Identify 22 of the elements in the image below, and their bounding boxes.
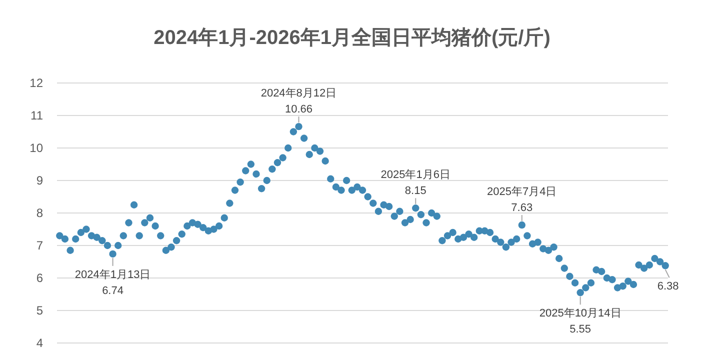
annotation: 6.38	[657, 269, 679, 293]
y-tick-label: 8	[36, 206, 44, 220]
y-tick-label: 10	[30, 141, 44, 155]
annotation: 2024年8月12日 10.66	[260, 88, 337, 116]
y-tick-label: 4	[36, 336, 44, 350]
y-tick-label: 5	[36, 304, 44, 318]
annotation: 2025年1月6日 8.15	[380, 169, 450, 198]
annotation: 2024年1月13日 6.74	[74, 268, 151, 297]
annotation: 2024年1月13日 6.74	[74, 257, 151, 297]
y-tick-label: 6	[36, 271, 44, 285]
y-tick-label: 12	[30, 76, 44, 90]
annotation: 2025年10月14日 5.55	[539, 296, 622, 336]
y-tick-label: 9	[36, 174, 44, 188]
annotation: 2025年7月4日 7.63	[487, 186, 557, 214]
y-tick-label: 7	[36, 238, 44, 252]
y-tick-label: 11	[30, 108, 44, 122]
annotation: 2024年8月12日 10.66	[260, 88, 337, 124]
annotation: 6.38	[657, 280, 679, 293]
annotation: 2025年7月4日 7.63	[487, 186, 557, 222]
annotation: 2025年10月14日 5.55	[539, 308, 622, 336]
annotation: 2025年1月6日 8.15	[380, 169, 450, 205]
chart-title: 2024年1月-2026年1月全国日平均猪价(元/斤)	[154, 26, 550, 49]
